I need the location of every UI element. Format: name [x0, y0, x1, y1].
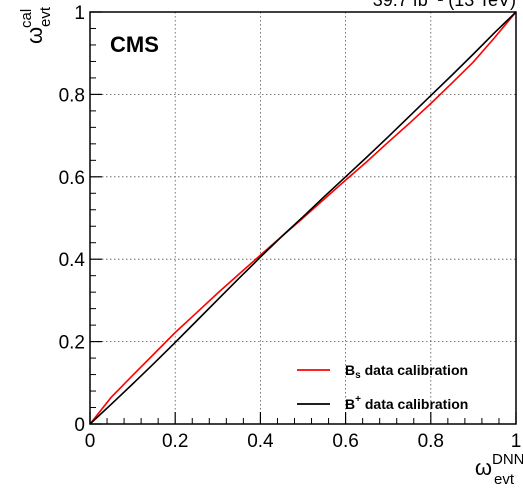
legend-label: B+ data calibration: [345, 394, 468, 412]
x-tick-label: 0.8: [418, 431, 444, 452]
y-tick-label: 0.8: [59, 85, 85, 106]
x-axis-label-base: ω: [475, 455, 492, 480]
experiment-label: CMS: [110, 32, 159, 57]
y-tick-label: 0.4: [59, 250, 86, 271]
x-tick-label: 1: [511, 431, 522, 452]
luminosity-label: 39.7 fb⁻¹ (13 TeV): [373, 0, 516, 10]
x-tick-label: 0.6: [332, 431, 358, 452]
y-tick-label: 0: [74, 415, 85, 436]
x-tick-label: 0.2: [162, 431, 188, 452]
series-line-0: [89, 11, 517, 425]
y-tick-label: 1: [74, 3, 85, 24]
legend: Bs data calibration B+ data calibration: [297, 362, 468, 412]
x-axis-label-sup: DNN: [492, 451, 523, 468]
y-axis-label-sup: cal: [18, 9, 35, 28]
y-tick-label: 0.6: [59, 168, 85, 189]
x-tick-label: 0.4: [247, 431, 274, 452]
series-lines: [89, 11, 517, 425]
x-axis-label: ω DNN evt: [475, 451, 523, 488]
axis-ticks: 0 0.2 0.4 0.6 0.8 1 0 0.2 0.4 0.6 0.8 1: [59, 3, 522, 452]
series-line-1: [89, 11, 517, 425]
y-tick-label: 0.2: [59, 333, 85, 354]
y-axis-label-base: ω: [22, 27, 47, 44]
legend-label: Bs data calibration: [345, 362, 468, 381]
plot-frame: [89, 11, 517, 425]
svg-text:ω: ω: [475, 455, 492, 480]
grid: [90, 12, 516, 424]
x-axis-label-sub: evt: [494, 471, 515, 488]
y-axis-label-sub: evt: [37, 6, 54, 27]
x-tick-label: 0: [85, 431, 96, 452]
